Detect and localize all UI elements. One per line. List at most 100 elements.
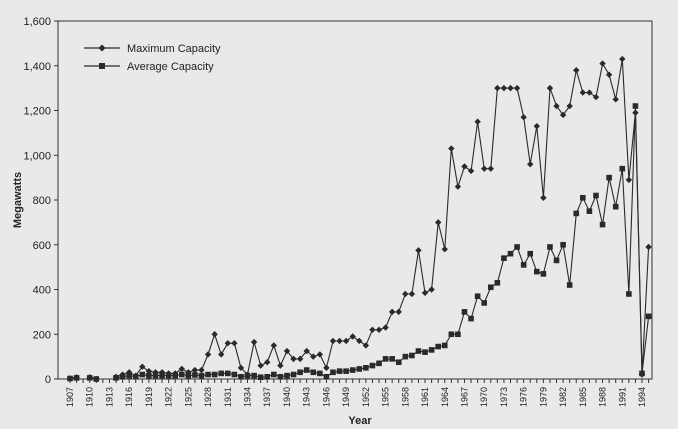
x-tick-label: 1913 [104,387,114,407]
data-point-square [507,250,514,257]
data-point-square [409,352,415,359]
x-tick-label: 1925 [183,387,193,407]
x-tick-label: 1958 [400,387,410,407]
x-tick-label: 1922 [164,387,174,407]
data-point-square [441,342,448,349]
x-tick-label: 1982 [558,387,568,407]
data-point-square [363,365,369,371]
x-tick-label: 1919 [144,387,154,407]
data-point-square [198,372,205,379]
data-point-diamond [191,366,199,374]
x-tick-label: 1994 [637,387,647,407]
data-point-diamond [290,355,297,363]
x-tick-label: 1970 [479,387,489,407]
data-point-square [257,374,264,381]
data-point-square [73,375,80,381]
data-point-diamond [467,167,475,175]
data-point-square [251,372,257,379]
y-tick-label: 1,200 [23,106,51,118]
data-point-square [514,244,520,250]
data-point-square [547,244,553,250]
data-point-square [415,348,422,354]
data-point-diamond [553,102,560,110]
data-point-square [626,291,632,297]
data-point-square [349,367,356,373]
data-point-diamond [592,93,600,101]
data-point-diamond [625,176,633,184]
data-point-square [264,373,271,380]
data-point-square [593,192,599,199]
data-point-diamond [434,219,442,226]
data-point-square [113,375,119,381]
data-point-square [389,356,395,362]
data-point-square [165,372,172,379]
data-point-diamond [198,366,205,374]
data-point-diamond [421,289,429,297]
legend-maximum-capacity: Maximum Capacity [127,43,221,55]
legend: Maximum Capacity Average Capacity [84,43,221,73]
y-axis-label: Megawatts [12,172,24,228]
data-point-diamond [415,247,422,254]
data-point-square [224,370,231,377]
data-point-diamond [619,55,626,63]
data-point-diamond [579,89,587,96]
data-point-diamond [218,351,225,358]
data-point-diamond [270,342,278,349]
data-point-square [211,371,218,378]
data-point-square [402,353,409,360]
data-point-diamond [362,342,370,349]
data-point-diamond [139,363,146,370]
data-point-square [67,375,73,382]
data-point-diamond [487,165,494,172]
y-tick-label: 1,400 [23,61,51,73]
y-tick-label: 400 [33,285,51,297]
data-point-diamond [441,246,448,253]
data-point-diamond [277,362,284,369]
data-point-diamond [533,122,541,130]
data-point-diamond [527,161,534,168]
x-tick-label: 1979 [538,387,548,407]
data-point-diamond [369,326,376,333]
x-tick-label: 1931 [223,387,233,407]
data-point-square [356,366,363,372]
data-point-diamond [402,290,409,298]
data-point-diamond [500,84,508,92]
data-point-diamond [461,163,468,170]
data-point-diamond [349,333,356,340]
series-maximum-capacity [66,55,652,383]
data-point-square [645,313,652,320]
data-point-diamond [342,337,350,345]
data-point-diamond [513,84,521,92]
x-tick-label: 1907 [65,387,75,407]
data-point-square [573,210,580,217]
data-point-square [244,372,251,379]
data-point-diamond [257,362,264,369]
data-point-square [606,174,612,181]
x-tick-label: 1928 [203,387,213,407]
data-point-square [119,373,126,380]
legend-square-marker [99,63,105,69]
data-point-square [540,271,547,277]
data-point-diamond [310,353,317,360]
data-point-square [580,194,586,201]
x-tick-label: 1946 [321,387,331,407]
plot-area [57,20,653,380]
data-point-square [586,208,593,214]
y-tick-label: 1,600 [23,16,51,28]
data-point-square [132,373,139,380]
data-point-square [501,255,507,261]
data-point-square [494,279,501,286]
data-point-square [192,372,198,378]
data-point-square [205,371,211,378]
data-point-square [277,373,284,380]
data-point-square [271,371,277,378]
data-point-square [566,282,573,288]
data-point-square [448,331,455,338]
data-point-square [534,268,540,275]
data-point-diamond [395,308,402,316]
data-point-square [317,370,323,377]
data-point-diamond [264,359,271,366]
data-point-diamond [231,340,238,347]
data-point-diamond [428,286,435,293]
y-tick-label: 200 [33,329,51,341]
